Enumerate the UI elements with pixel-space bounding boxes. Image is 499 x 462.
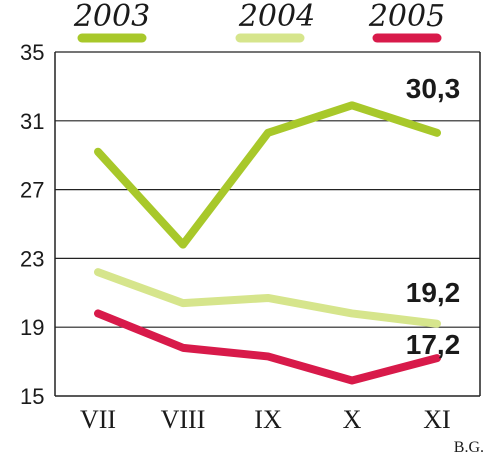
y-tick-label: 15 [20,384,44,409]
end-value-label: 30,3 [406,73,461,104]
series-line-2005 [94,309,441,385]
y-tick-labels: 15 19 23 27 31 35 [20,40,44,409]
x-tick-labels: VII VIII IX X XI [80,405,451,434]
x-tick-label: VII [80,405,116,434]
y-tick-label: 27 [20,178,44,203]
end-value-label: 19,2 [406,277,461,308]
y-tick-label: 23 [20,246,44,271]
y-tick-label: 31 [20,109,44,134]
x-tick-label: IX [254,405,282,434]
axes [54,52,481,397]
y-tick-label: 35 [20,40,44,65]
end-value-labels: 30,3 19,2 17,2 [406,73,461,360]
legend-label: 2003 [73,0,150,34]
series-line-2004 [94,268,441,328]
end-value-label: 17,2 [406,329,461,360]
y-tick-label: 19 [20,315,44,340]
legend: 2003 2004 2005 [73,0,445,43]
x-tick-label: VIII [161,405,206,434]
legend-label: 2005 [368,0,445,34]
series-lines [94,101,441,385]
x-tick-label: XI [423,405,450,434]
legend-label: 2004 [238,0,315,34]
series-line-2003 [94,101,441,249]
x-tick-label: X [343,405,362,434]
credit-text: B.G. [454,439,484,456]
